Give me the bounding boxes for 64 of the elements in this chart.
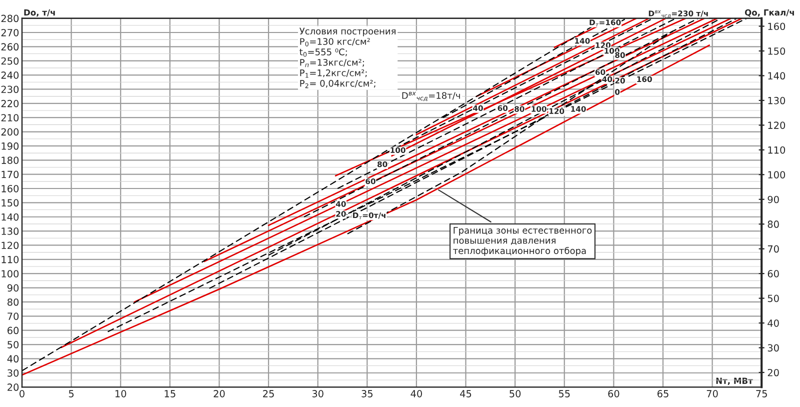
x-tick-label: 15 (164, 390, 176, 398)
y-tick-label: 180 (2, 156, 19, 164)
y-tick-label: 70 (8, 312, 19, 320)
annotation: D$^{вх}$$_{чсд}$=18т/ч (402, 92, 460, 102)
y-tick-label: 160 (2, 184, 19, 192)
y2-tick-label: 100 (768, 171, 786, 178)
y2-tick-label: 120 (768, 122, 786, 129)
y2-axis-title: Qo, Гкал/ч (744, 9, 794, 17)
x-tick-label: 25 (263, 390, 274, 398)
y2-tick-label: 110 (768, 146, 786, 154)
annotation: Граница зоны естественного повышения давления теплофикационного отбора (453, 226, 592, 256)
y2-tick-label: 140 (768, 72, 786, 80)
y-tick-label: 110 (2, 256, 19, 264)
y-axis-title: Do, т/ч (24, 9, 55, 17)
y-tick-label: 280 (1, 14, 19, 22)
x-tick-label: 5 (68, 390, 74, 398)
y2-tick-label: 40 (768, 319, 779, 327)
y-tick-label: 200 (1, 128, 19, 136)
y-tick-label: 50 (8, 340, 19, 348)
x-tick-label: 40 (410, 390, 422, 398)
y2-tick-label: 90 (768, 196, 779, 204)
y-tick-label: 250 (1, 57, 19, 65)
y-tick-label: 90 (7, 284, 19, 292)
y-tick-label: 30 (8, 369, 19, 377)
x-tick-label: 60 (608, 390, 620, 398)
y-tick-label: 240 (1, 72, 19, 79)
y-tick-label: 270 (1, 28, 19, 36)
y2-tick-label: 70 (768, 245, 779, 253)
y2-tick-label: 20 (768, 368, 779, 376)
x-tick-label: 50 (510, 390, 521, 398)
x-tick-label: 30 (312, 390, 324, 398)
y-tick-label: 40 (7, 355, 19, 363)
y-tick-label: 80 (8, 298, 19, 306)
x-tick-label: 10 (115, 390, 126, 398)
y-tick-label: 130 (2, 228, 19, 235)
y-tick-label: 20 (8, 384, 19, 391)
y2-tick-label: 50 (768, 294, 779, 302)
x-tick-label: 65 (657, 390, 668, 398)
y-tick-label: 150 (2, 199, 19, 207)
y2-tick-label: 60 (768, 270, 779, 278)
y2-tick-label: 80 (768, 220, 779, 228)
x-axis-title: Nт, МВт (716, 378, 753, 386)
y2-tick-label: 150 (768, 47, 786, 55)
x-tick-label: 70 (706, 390, 718, 398)
x-tick-label: 55 (558, 390, 570, 398)
y-tick-label: 100 (2, 270, 19, 278)
x-tick-label: 0 (20, 390, 24, 398)
y-tick-label: 210 (1, 114, 19, 122)
y-tick-label: 120 (2, 242, 19, 250)
y-tick-label: 60 (8, 326, 19, 334)
y-tick-label: 140 (2, 213, 19, 221)
y2-tick-label: 160 (768, 22, 786, 30)
y-tick-label: 170 (2, 170, 19, 178)
y-tick-label: 220 (1, 100, 19, 108)
text: Условия построения P$_{0}$=130 кгс/см² t$_{0}$=555 ⁰C; P$_{п}$=13кгс/см²; P$_{1}$=1,2кгс/см²; P$_{2}$= 0,04кгс/см²; (300, 28, 396, 88)
y-tick-label: 260 (1, 43, 19, 51)
x-tick-label: 20 (214, 390, 225, 398)
x-tick-label: 35 (362, 390, 372, 398)
y2-tick-label: 30 (768, 344, 779, 352)
x-tick-label: 75 (756, 390, 767, 398)
y2-tick-label: 130 (768, 96, 786, 104)
y-tick-label: 230 (1, 86, 19, 94)
x-tick-label: 45 (460, 390, 472, 398)
y-tick-label: 190 (2, 142, 19, 150)
